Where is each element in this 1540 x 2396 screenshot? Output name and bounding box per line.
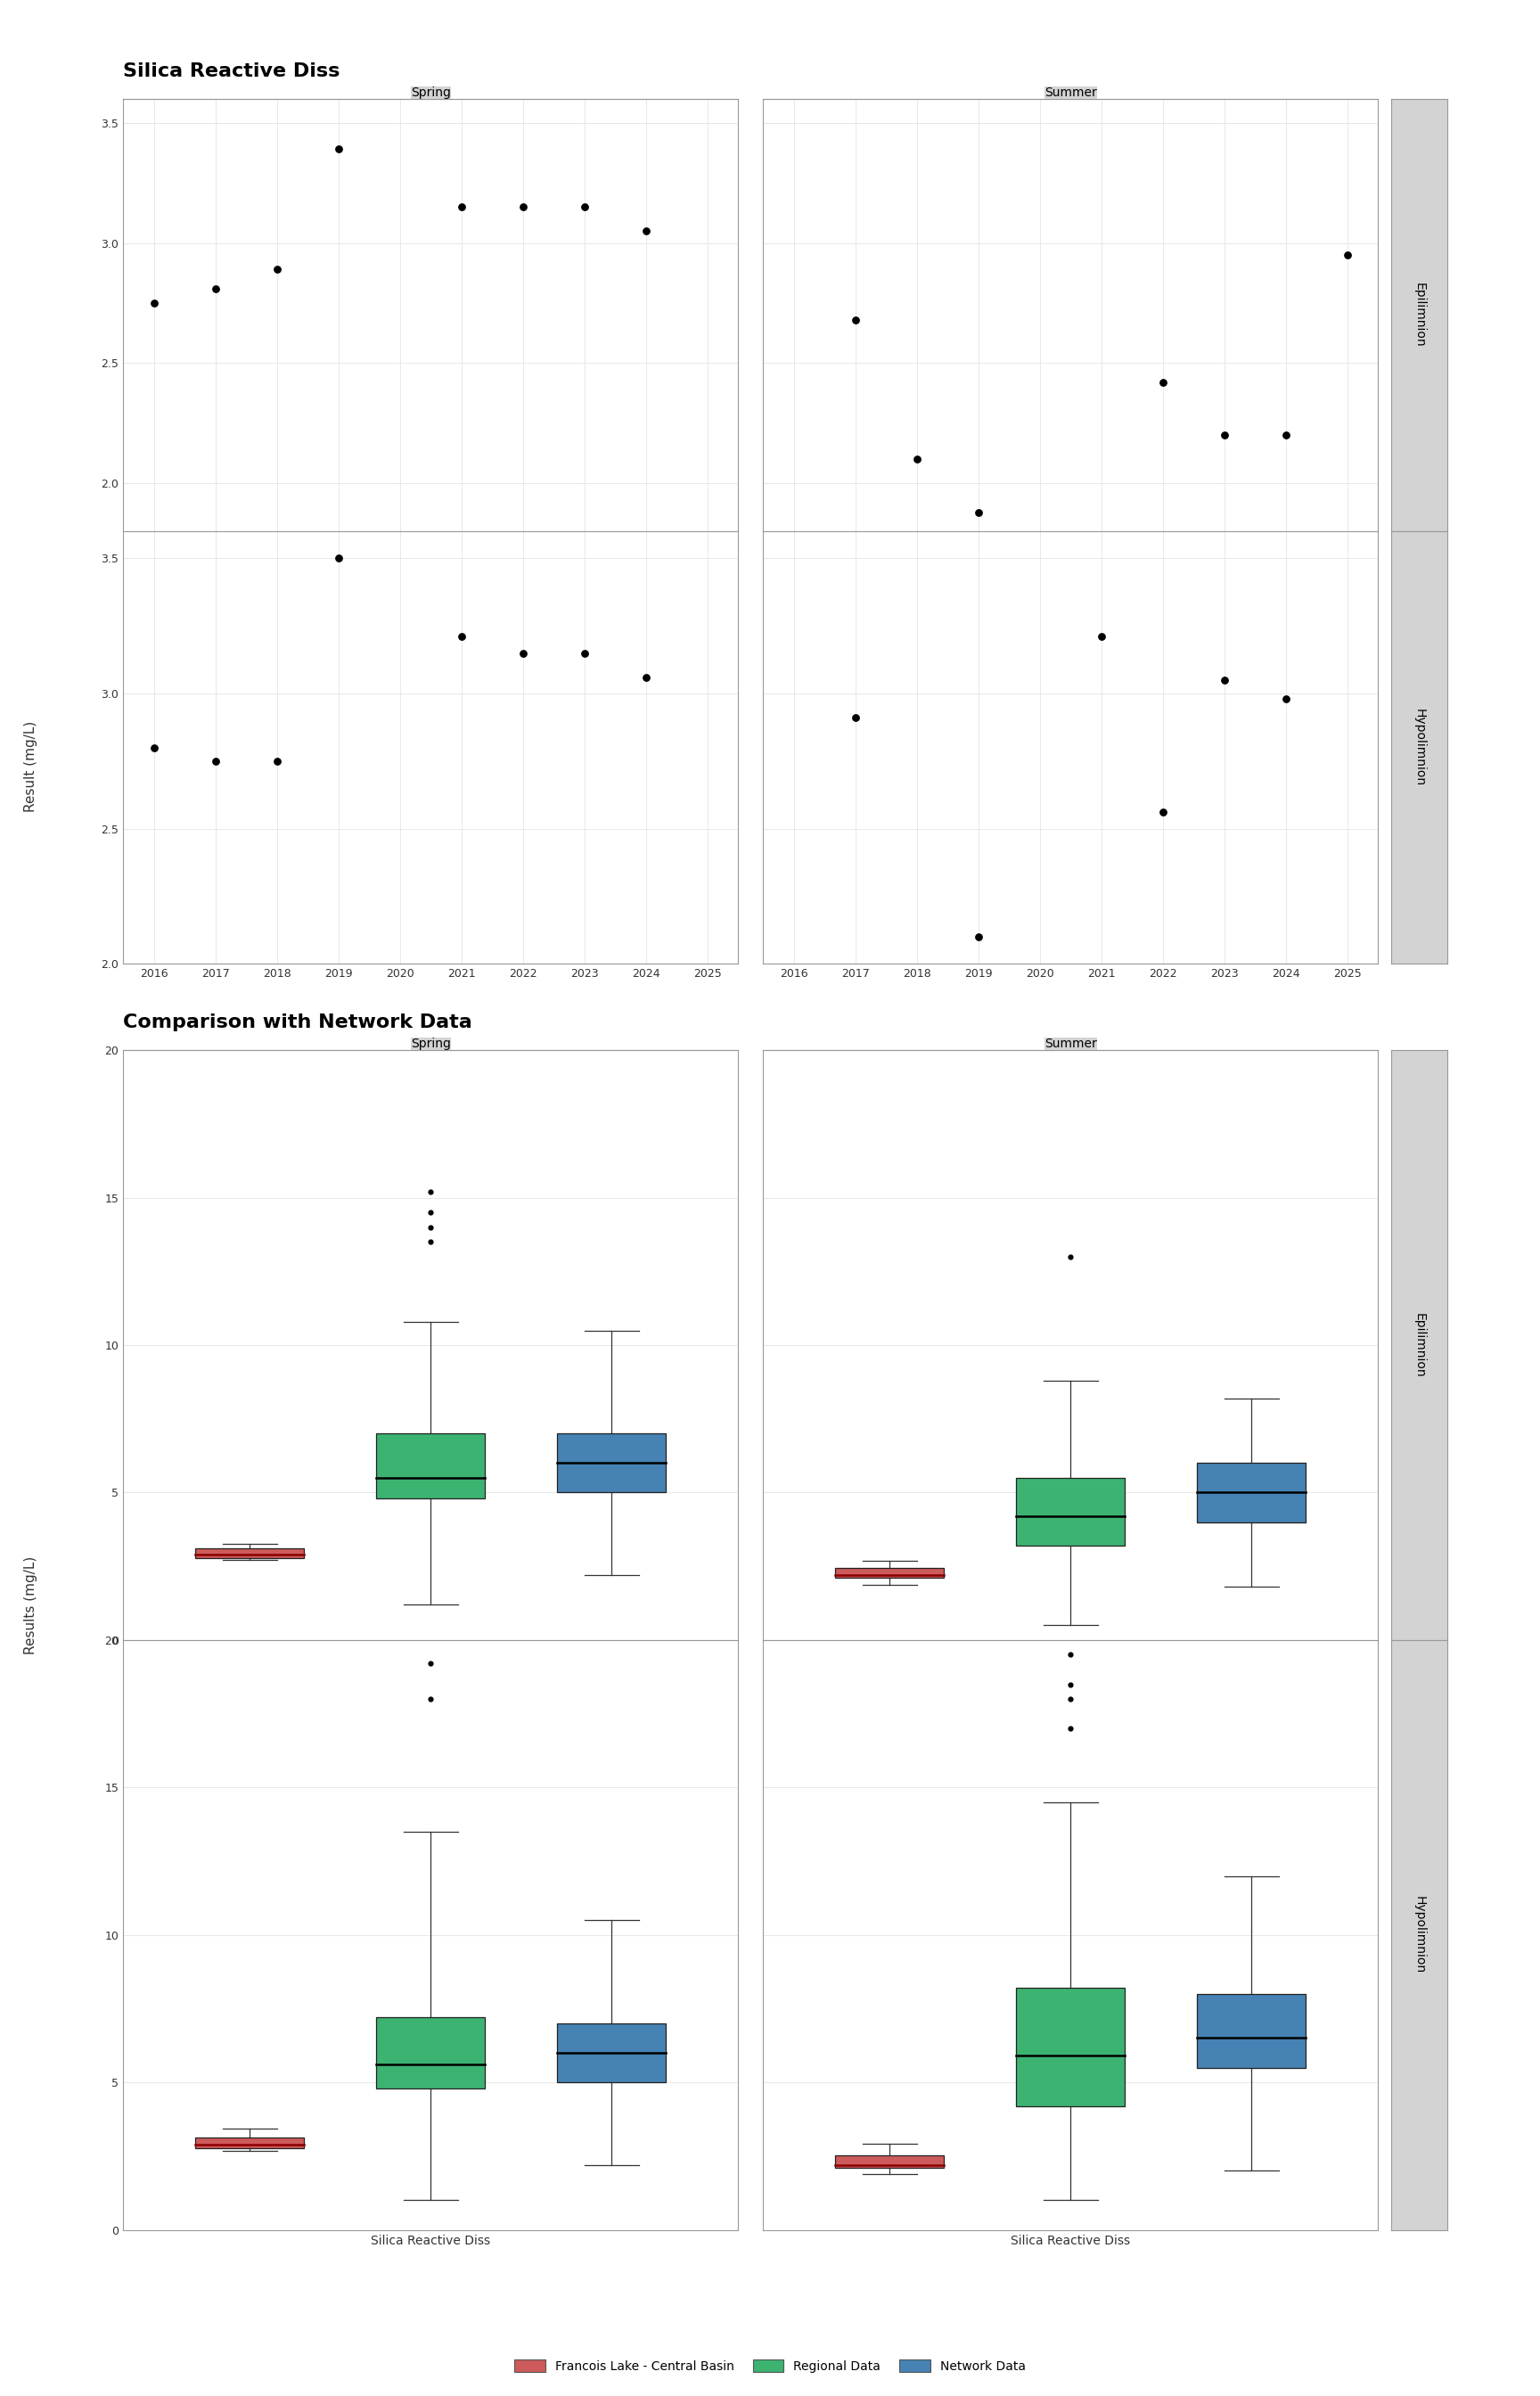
Point <box>1212 661 1237 700</box>
Point <box>419 1222 444 1260</box>
Point <box>419 1172 444 1210</box>
Text: Epilimnion: Epilimnion <box>1414 1313 1426 1378</box>
Point <box>419 1644 444 1682</box>
Point <box>265 249 290 288</box>
Point <box>573 187 598 225</box>
Text: Results (mg/L): Results (mg/L) <box>25 1555 37 1656</box>
Bar <box>1197 1464 1306 1521</box>
Text: Silica Reactive Diss: Silica Reactive Diss <box>123 62 340 79</box>
Point <box>265 743 290 781</box>
X-axis label: Silica Reactive Diss: Silica Reactive Diss <box>1010 2235 1130 2247</box>
Point <box>1274 680 1298 719</box>
Text: Hypolimnion: Hypolimnion <box>1414 1895 1426 1974</box>
Point <box>634 211 659 249</box>
Point <box>142 728 166 767</box>
Title: Spring: Spring <box>411 86 451 98</box>
Bar <box>835 2156 944 2168</box>
Point <box>326 539 351 577</box>
Text: Result (mg/L): Result (mg/L) <box>25 721 37 812</box>
Point <box>419 1208 444 1246</box>
Title: Summer: Summer <box>1044 86 1096 98</box>
Point <box>634 659 659 697</box>
Point <box>1274 417 1298 455</box>
Text: Hypolimnion: Hypolimnion <box>1414 709 1426 786</box>
Bar <box>1197 1993 1306 2068</box>
Bar <box>557 1433 665 1493</box>
Point <box>966 918 990 956</box>
Point <box>1150 793 1175 831</box>
Point <box>326 129 351 168</box>
Bar <box>196 2137 303 2149</box>
Bar <box>1016 1989 1124 2106</box>
Point <box>1089 618 1113 657</box>
Point <box>1058 1665 1083 1704</box>
Point <box>203 268 228 307</box>
Bar <box>557 2022 665 2082</box>
Point <box>842 302 867 340</box>
Point <box>573 635 598 673</box>
X-axis label: Silica Reactive Diss: Silica Reactive Diss <box>371 2235 491 2247</box>
Legend: Francois Lake - Central Basin, Regional Data, Network Data: Francois Lake - Central Basin, Regional … <box>510 2355 1030 2377</box>
Point <box>511 635 536 673</box>
Point <box>1058 1680 1083 1718</box>
Bar <box>376 2017 485 2089</box>
Text: Comparison with Network Data: Comparison with Network Data <box>123 1014 473 1030</box>
Text: Epilimnion: Epilimnion <box>1414 283 1426 347</box>
Title: Summer: Summer <box>1044 1037 1096 1049</box>
Bar <box>1016 1478 1124 1545</box>
Point <box>511 187 536 225</box>
Point <box>450 618 474 657</box>
Point <box>966 494 990 532</box>
Point <box>904 441 929 479</box>
Point <box>419 1680 444 1718</box>
Point <box>1058 1636 1083 1675</box>
Point <box>1150 364 1175 403</box>
Point <box>1058 1236 1083 1275</box>
Bar <box>196 1548 303 1557</box>
Point <box>419 1193 444 1232</box>
Point <box>450 187 474 225</box>
Point <box>142 283 166 321</box>
Bar <box>376 1433 485 1498</box>
Point <box>1058 1708 1083 1747</box>
Point <box>203 743 228 781</box>
Title: Spring: Spring <box>411 1037 451 1049</box>
Point <box>842 700 867 738</box>
Point <box>1212 417 1237 455</box>
Bar <box>835 1567 944 1579</box>
Point <box>1335 235 1360 273</box>
